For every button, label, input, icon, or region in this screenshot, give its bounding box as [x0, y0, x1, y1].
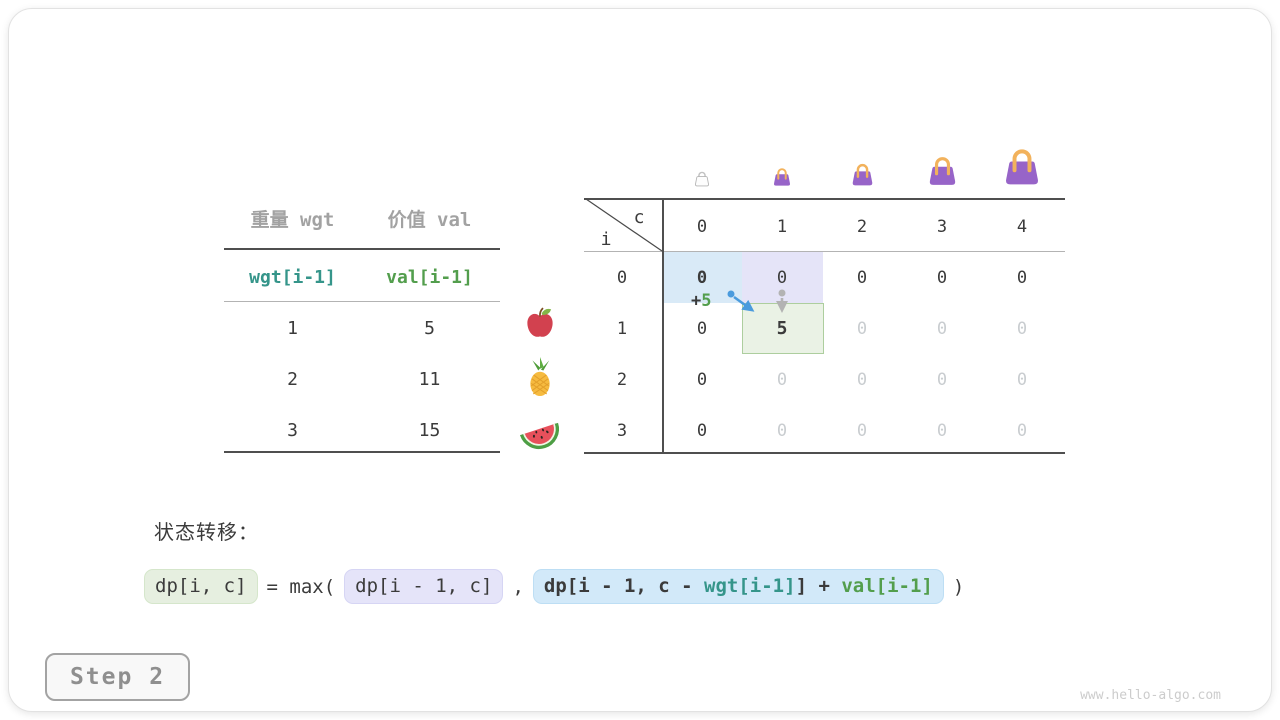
- arg2-prefix: dp[i - 1, c -: [543, 575, 705, 597]
- items-cell-weight-1: 1: [287, 318, 298, 339]
- bag-capacity-3-icon: [925, 152, 960, 187]
- dp-annotation-plus-5: +5: [691, 290, 712, 312]
- dp-table-bottom-rule: [584, 452, 1065, 454]
- transition-formula: dp[i, c] = max( dp[i - 1, c] , dp[i - 1,…: [144, 569, 964, 604]
- items-table-top-rule: [224, 248, 500, 250]
- items-table-bottom-rule: [224, 451, 500, 453]
- plus-operator: +: [691, 291, 702, 311]
- dp-cell-2-4: 0: [1016, 370, 1028, 390]
- formula-arg1-chip: dp[i - 1, c]: [344, 569, 504, 604]
- arg2-mid: ] +: [795, 575, 842, 597]
- step-badge: Step 2: [45, 653, 190, 701]
- items-cell-weight-2: 2: [287, 369, 298, 390]
- formula-arg2-chip: dp[i - 1, c - wgt[i-1]] + val[i-1]: [532, 569, 944, 604]
- dp-table-header-rule: [584, 251, 1065, 252]
- pineapple-icon: [519, 356, 561, 400]
- dp-cell-1-2: 0: [856, 319, 868, 339]
- bag-capacity-0-icon: [693, 169, 711, 187]
- dp-corner-row-var: i: [600, 229, 612, 250]
- items-cell-value-3: 15: [418, 420, 441, 441]
- arg2-wgt: wgt[i-1]: [704, 575, 796, 597]
- dp-col-header-2: 2: [856, 217, 868, 237]
- dp-cell-2-1: 0: [776, 370, 788, 390]
- dp-cell-2-2: 0: [856, 370, 868, 390]
- dp-cell-0-1: 0: [776, 268, 788, 288]
- items-cell-value-2: 11: [418, 369, 441, 390]
- dp-col-header-4: 4: [1016, 217, 1028, 237]
- dp-cell-3-0: 0: [696, 421, 708, 441]
- dp-col-header-1: 1: [776, 217, 788, 237]
- dp-row-header-2: 2: [616, 370, 628, 390]
- dp-table-vertical-rule: [662, 198, 664, 454]
- dp-corner-col-var: c: [633, 207, 645, 228]
- dp-cell-1-0: 0: [696, 319, 708, 339]
- dp-cell-3-3: 0: [936, 421, 948, 441]
- dp-col-header-0: 0: [696, 217, 708, 237]
- formula-eq-max: = max(: [266, 575, 336, 598]
- card: 重量 wgt 价值 val wgt[i-1] val[i-1] 1 5 2 11…: [8, 8, 1272, 712]
- items-table-mid-rule: [224, 301, 500, 302]
- items-header-weight: 重量 wgt: [250, 209, 335, 231]
- dp-cell-1-3: 0: [936, 319, 948, 339]
- bag-capacity-4-icon: [1000, 143, 1044, 187]
- dp-cell-2-0: 0: [696, 370, 708, 390]
- dp-cell-3-2: 0: [856, 421, 868, 441]
- items-header-value: 价值 val: [387, 209, 472, 231]
- dp-cell-3-1: 0: [776, 421, 788, 441]
- formula-lhs-chip: dp[i, c]: [144, 569, 258, 604]
- items-index-value: val[i-1]: [386, 267, 473, 288]
- formula-close-paren: ): [952, 575, 965, 598]
- dp-cell-0-0: 0: [696, 268, 708, 288]
- dp-cell-2-3: 0: [936, 370, 948, 390]
- dp-overlay: [585, 198, 788, 313]
- dp-cell-1-1: 5: [776, 318, 788, 339]
- dp-cell-0-4: 0: [1016, 268, 1028, 288]
- transition-heading: 状态转移：: [154, 520, 259, 544]
- items-cell-value-1: 5: [424, 318, 435, 339]
- dp-col-header-3: 3: [936, 217, 948, 237]
- formula-comma: ,: [512, 575, 524, 598]
- dp-row-header-3: 3: [616, 421, 628, 441]
- dp-table-top-rule: [584, 198, 1065, 200]
- watermark: www.hello-algo.com: [1080, 688, 1221, 703]
- arg2-val: val[i-1]: [841, 575, 933, 597]
- items-cell-weight-3: 3: [287, 420, 298, 441]
- watermelon-icon: [517, 407, 561, 451]
- bag-capacity-1-icon: [771, 165, 793, 187]
- dp-cell-0-2: 0: [856, 268, 868, 288]
- dp-cell-0-3: 0: [936, 268, 948, 288]
- plus-value: 5: [701, 291, 712, 311]
- bag-capacity-2-icon: [849, 160, 876, 187]
- dp-row-header-0: 0: [616, 268, 628, 288]
- apple-icon: [522, 305, 558, 341]
- dp-row-header-1: 1: [616, 319, 628, 339]
- dp-cell-1-4: 0: [1016, 319, 1028, 339]
- dp-cell-3-4: 0: [1016, 421, 1028, 441]
- items-index-weight: wgt[i-1]: [249, 267, 336, 288]
